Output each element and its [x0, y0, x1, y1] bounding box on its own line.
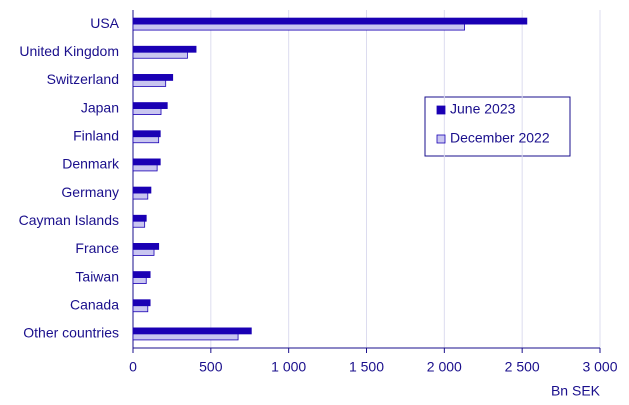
y-tick-label: Switzerland — [47, 71, 119, 87]
y-tick-label: France — [75, 240, 119, 256]
y-tick-label: Taiwan — [75, 268, 119, 284]
bar — [132, 45, 197, 53]
bar — [132, 164, 158, 172]
bar — [132, 277, 147, 284]
x-tick-label: 500 — [199, 359, 223, 375]
bar — [132, 108, 162, 115]
x-tick-label: 2 500 — [505, 359, 540, 375]
y-tick-label: Finland — [73, 127, 119, 143]
y-tick-label: Japan — [81, 99, 119, 115]
bar — [132, 249, 155, 256]
bar — [132, 243, 160, 250]
y-tick-label: United Kingdom — [19, 43, 119, 59]
bar — [132, 23, 465, 31]
bar — [132, 327, 252, 335]
x-tick-label: 1 000 — [271, 359, 306, 375]
bar — [132, 305, 149, 313]
bar — [132, 80, 167, 87]
bar — [132, 17, 528, 25]
bar — [132, 299, 151, 307]
legend-swatch — [436, 105, 446, 115]
bar — [132, 51, 188, 59]
bar — [132, 102, 168, 109]
x-axis-label: Bn SEK — [551, 383, 601, 399]
bar — [132, 158, 161, 166]
x-tick-label: 1 500 — [349, 359, 384, 375]
bar — [132, 136, 160, 144]
legend-label: June 2023 — [450, 101, 516, 117]
x-tick-label: 2 000 — [427, 359, 462, 375]
y-tick-label: Other countries — [23, 325, 119, 341]
bar — [132, 333, 239, 341]
bar — [132, 192, 149, 200]
bar — [132, 186, 152, 194]
y-tick-label: Germany — [61, 184, 119, 200]
x-tick-label: 3 000 — [582, 359, 617, 375]
legend-box — [424, 96, 571, 157]
y-tick-label: Canada — [70, 296, 119, 312]
y-tick-label: Cayman Islands — [19, 212, 119, 228]
bar — [132, 271, 151, 278]
bar — [132, 74, 174, 81]
x-tick-label: 0 — [129, 359, 137, 375]
legend-label: December 2022 — [450, 130, 550, 146]
bar — [132, 214, 147, 222]
bar — [132, 220, 146, 228]
y-tick-label: Denmark — [62, 156, 120, 172]
bar — [132, 130, 161, 138]
y-tick-label: USA — [90, 15, 119, 31]
legend-swatch — [436, 134, 446, 144]
